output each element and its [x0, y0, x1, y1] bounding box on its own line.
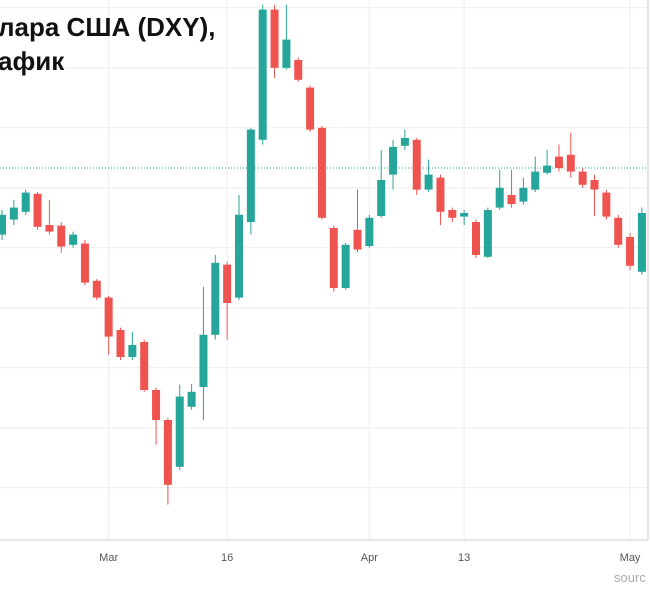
candle-body: [436, 177, 445, 212]
candle-body: [483, 210, 492, 257]
candle-body: [152, 390, 161, 420]
candle-body: [412, 139, 421, 190]
candle-body: [187, 391, 196, 407]
candle-body: [590, 180, 599, 190]
chart-title: афик: [0, 46, 65, 76]
candle-body: [377, 180, 386, 216]
candle-body: [282, 39, 291, 68]
candle-body: [246, 129, 255, 222]
candle-body: [400, 138, 409, 146]
candle-body: [495, 187, 504, 208]
candle-body: [128, 345, 137, 357]
candle-body: [365, 217, 374, 246]
candle-body: [341, 244, 350, 288]
candle-body: [460, 213, 469, 217]
source-label: sourc: [614, 570, 646, 585]
x-tick-label: Mar: [99, 552, 118, 564]
candle-body: [69, 234, 78, 245]
candle-body: [270, 9, 279, 68]
candle-body: [199, 334, 208, 387]
candle-body: [424, 174, 433, 190]
candle-body: [543, 165, 552, 173]
candle-body: [33, 193, 42, 227]
candle-body: [235, 214, 243, 298]
candle-body: [294, 60, 303, 80]
candle-body: [329, 228, 338, 288]
candle-body: [626, 237, 635, 266]
candle-body: [104, 297, 113, 337]
candle-body: [531, 171, 540, 190]
candle-body: [353, 229, 362, 250]
candle-body: [637, 213, 646, 272]
candle-body: [223, 264, 232, 303]
candle-body: [578, 171, 587, 185]
x-tick-label: May: [620, 552, 641, 564]
candle-body: [175, 396, 184, 467]
candle-body: [519, 187, 528, 202]
candle-body: [80, 243, 89, 283]
candle-body: [258, 9, 267, 140]
x-tick-label: 13: [458, 552, 470, 564]
candle-body: [0, 214, 6, 235]
candle-body: [57, 225, 66, 247]
candle-body: [306, 87, 315, 130]
candle-body: [45, 225, 54, 232]
candle-body: [163, 420, 172, 485]
candle-body: [21, 192, 30, 212]
candle-body: [92, 280, 101, 298]
candle-body: [602, 192, 611, 217]
x-tick-label: 16: [221, 552, 233, 564]
candle-body: [389, 147, 398, 175]
x-tick-label: Apr: [361, 552, 378, 564]
chart-title: лара США (DXY),: [0, 12, 215, 42]
candle-body: [211, 262, 220, 335]
candle-body: [554, 156, 563, 168]
candle-body: [116, 330, 125, 357]
candle-body: [614, 217, 623, 245]
candle-body: [566, 154, 575, 172]
candle-body: [140, 342, 149, 390]
candle-body: [317, 127, 326, 218]
candle-body: [507, 195, 516, 204]
candle-body: [9, 207, 18, 220]
candle-body: [448, 210, 457, 218]
candle-body: [472, 222, 480, 255]
